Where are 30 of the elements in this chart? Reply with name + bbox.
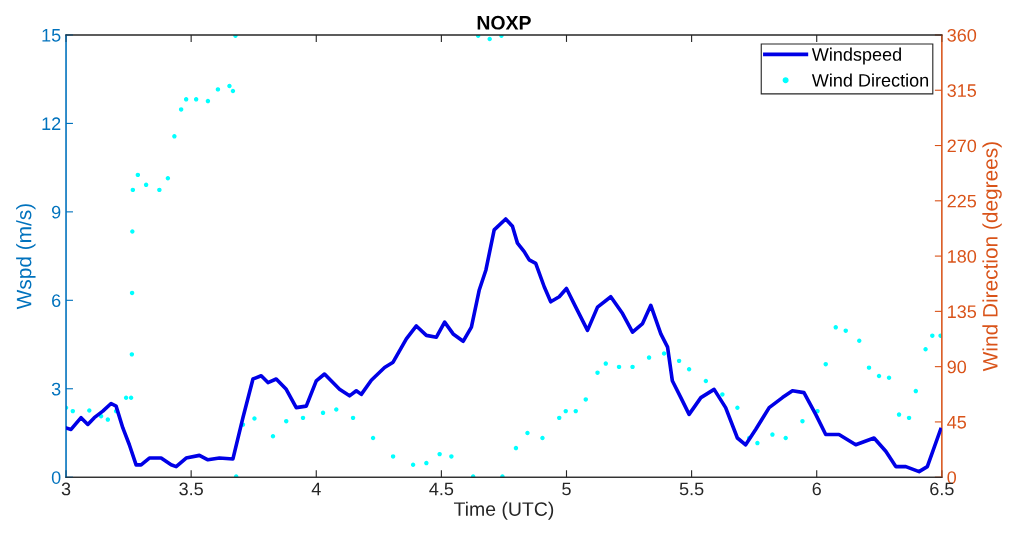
y2-tick-label: 45 [947,416,967,429]
y2-tick-label: 135 [948,305,977,319]
y2-tick-label: 360 [947,28,977,42]
y-tick-label: 15 [42,29,61,42]
y2-tick-label: 315 [947,84,977,97]
y2-tick-label: 180 [948,250,977,263]
y-tick-label: 12 [42,117,61,130]
x-tick-label: 4.5 [429,482,454,496]
y2-tick-label: 0 [947,471,957,484]
x-axis-title: Time (UTC) [453,501,554,520]
y2-tick-label: 90 [947,360,967,374]
y-tick-label: 9 [51,205,61,219]
x-tick-label: 3 [61,482,71,496]
y-tick-label: 6 [52,294,61,308]
x-tick-label: 4 [311,482,321,496]
y2-tick-label: 225 [947,194,977,208]
y2-axis-title: Wind Direction (degrees) [982,142,1002,372]
y-tick-label: 3 [51,382,61,396]
x-tick-label: 5.5 [679,482,704,496]
x-tick-label: 3.5 [179,482,203,496]
x-tick-label: 5 [562,482,571,496]
y-axis-title: Wspd (m/s) [16,204,36,310]
x-tick-label: 6.5 [930,482,954,496]
legend-label: Wind Direction [811,73,929,87]
y-tick-label: 0 [51,471,61,484]
chart-title: NOXP [477,15,531,30]
line-series [66,217,942,474]
legend-label: Windspeed [811,47,901,65]
x-tick-label: 6 [812,482,821,496]
y2-tick-label: 270 [947,139,977,153]
